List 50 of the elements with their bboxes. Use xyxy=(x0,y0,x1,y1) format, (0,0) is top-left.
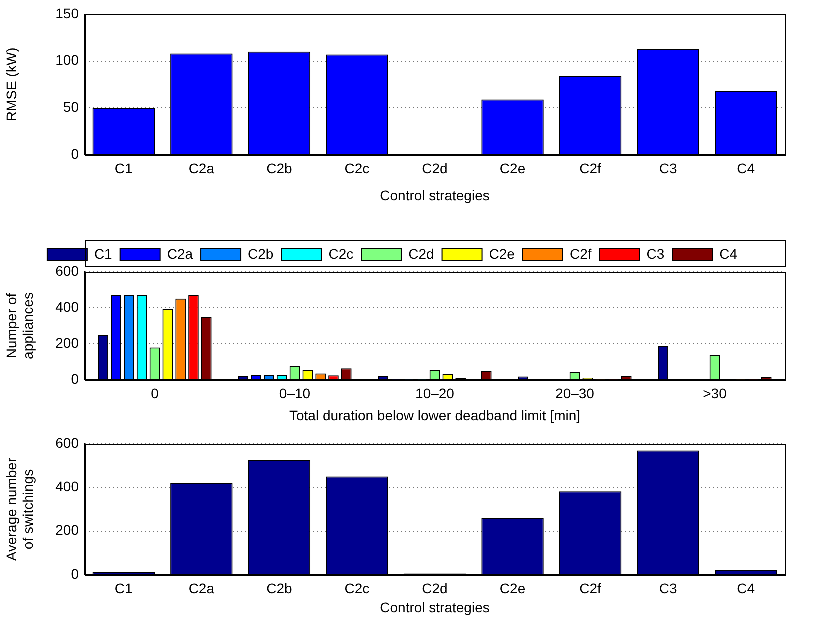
x-tick-label: C3 xyxy=(659,580,678,596)
legend-label: C1 xyxy=(94,246,113,262)
legend-label: C4 xyxy=(720,246,738,262)
y-axis-title: Average number of switchings xyxy=(3,458,36,562)
y-axis-title: RMSE (kW) xyxy=(3,48,20,122)
y-tick-label: 200 xyxy=(56,522,80,538)
legend-label: C2e xyxy=(489,246,516,262)
legend-label: C3 xyxy=(646,246,665,262)
x-tick-label: C2f xyxy=(580,580,602,596)
y-tick-label: 400 xyxy=(56,298,80,315)
x-tick-label: C2b xyxy=(266,160,292,176)
x-axis-title: Control strategies xyxy=(380,187,490,204)
x-tick-label: C2a xyxy=(188,160,215,176)
x-tick-label: C1 xyxy=(114,160,134,176)
x-tick-label: 0 xyxy=(151,385,160,402)
x-tick-label: C2b xyxy=(266,580,292,596)
x-tick-label: C4 xyxy=(737,580,756,596)
x-axis-title: Control strategies xyxy=(380,599,490,616)
x-tick-label: 10–20 xyxy=(416,385,455,402)
x-axis-title: Total duration below lower deadband limit [min] xyxy=(289,407,581,424)
y-tick-label: 150 xyxy=(56,5,80,22)
x-tick-label: C2f xyxy=(580,160,602,176)
x-tick-label: C2d xyxy=(422,160,448,176)
y-tick-label: 600 xyxy=(56,262,80,279)
legend-label: C2a xyxy=(167,246,194,262)
y-tick-label: 100 xyxy=(56,52,80,68)
x-tick-label: C2e xyxy=(500,580,526,596)
x-tick-label: 0–10 xyxy=(279,385,311,402)
x-tick-label: >30 xyxy=(703,385,728,402)
y-tick-label: 400 xyxy=(56,478,80,495)
x-tick-label: C1 xyxy=(114,580,134,596)
x-tick-label: C2d xyxy=(422,580,448,596)
y-axis-title: Numper of appliances xyxy=(3,292,36,360)
x-tick-label: C2c xyxy=(344,160,370,176)
y-tick-label: 50 xyxy=(63,98,80,115)
x-tick-label: 20–30 xyxy=(556,385,595,402)
legend-label: C2b xyxy=(248,246,274,262)
x-tick-label: C2c xyxy=(344,580,370,596)
y-tick-label: 0 xyxy=(71,370,80,387)
y-tick-label: 600 xyxy=(56,434,80,451)
y-tick-label: 200 xyxy=(56,334,80,351)
legend-label: C2d xyxy=(408,246,434,262)
x-tick-label: C2a xyxy=(188,580,215,596)
x-tick-label: C4 xyxy=(737,160,756,176)
y-tick-label: 0 xyxy=(71,146,80,162)
x-tick-label: C2e xyxy=(500,160,526,176)
y-tick-label: 0 xyxy=(71,566,80,582)
legend-label: C2c xyxy=(328,246,354,262)
x-tick-label: C3 xyxy=(659,160,678,176)
legend-label: C2f xyxy=(570,246,592,262)
